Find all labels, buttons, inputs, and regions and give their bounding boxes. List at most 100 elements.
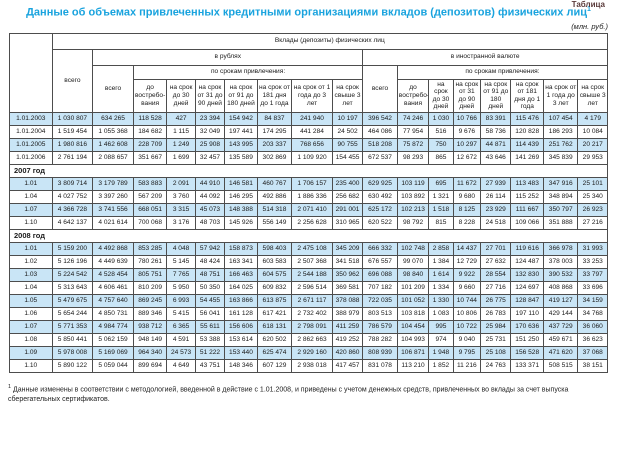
value-cell: 4 048 bbox=[166, 241, 196, 256]
value-cell: 26 783 bbox=[480, 306, 512, 321]
value-cell: 2 929 160 bbox=[291, 345, 333, 360]
value-cell: 1 030 bbox=[428, 111, 454, 126]
value-cell: 899 694 bbox=[132, 358, 168, 373]
value-cell: 2 732 402 bbox=[291, 306, 333, 321]
value-cell: 464 086 bbox=[362, 124, 398, 139]
value-cell: 780 261 bbox=[132, 254, 168, 269]
value-cell: 1 852 bbox=[428, 358, 454, 373]
value-cell: 103 119 bbox=[396, 176, 430, 191]
value-cell: 33 797 bbox=[577, 267, 608, 282]
value-cell: 115 476 bbox=[510, 111, 544, 126]
value-cell: 12 672 bbox=[452, 150, 482, 165]
table-row: 1.09 5 978 008 5 169 069 964 340 24 573 51 22… bbox=[9, 345, 608, 360]
value-cell: 598 403 bbox=[256, 241, 293, 256]
row-date: 1.01.2006 bbox=[9, 150, 53, 165]
value-cell: 256 682 bbox=[331, 189, 364, 204]
value-cell: 2 862 663 bbox=[291, 332, 333, 347]
value-cell: 3 741 556 bbox=[92, 202, 134, 217]
value-cell: 124 487 bbox=[510, 254, 544, 269]
value-cell: 700 068 bbox=[132, 215, 168, 230]
value-cell: 11 672 bbox=[452, 176, 482, 191]
value-cell: 625 474 bbox=[256, 345, 293, 360]
row-date: 1.04 bbox=[9, 189, 53, 204]
value-cell: 5 850 441 bbox=[51, 332, 94, 347]
value-cell: 676 557 bbox=[362, 254, 398, 269]
value-cell: 25 108 bbox=[480, 345, 512, 360]
value-cell: 350 962 bbox=[331, 267, 364, 282]
value-cell: 145 926 bbox=[224, 215, 258, 230]
value-cell: 164 025 bbox=[224, 280, 258, 295]
value-cell: 613 875 bbox=[256, 293, 293, 308]
header-fx-term-1-3y: на срок от 1 года до 3 лет bbox=[542, 78, 579, 113]
value-cell: 104 993 bbox=[396, 332, 430, 347]
value-cell: 1 462 608 bbox=[92, 137, 134, 152]
value-cell: 1 055 368 bbox=[92, 124, 134, 139]
value-cell: 4 606 461 bbox=[92, 280, 134, 295]
value-cell: 133 371 bbox=[510, 358, 544, 373]
value-cell: 429 144 bbox=[542, 306, 579, 321]
value-cell: 161 128 bbox=[224, 306, 258, 321]
value-cell: 11 216 bbox=[452, 358, 482, 373]
value-cell: 153 440 bbox=[224, 345, 258, 360]
page-title-text: Данные об объемах привлеченных кредитным… bbox=[26, 6, 587, 19]
value-cell: 2 071 410 bbox=[291, 202, 333, 217]
value-cell: 514 318 bbox=[256, 202, 293, 217]
value-cell: 1 249 bbox=[166, 137, 196, 152]
value-cell: 5 169 069 bbox=[92, 345, 134, 360]
value-cell: 603 583 bbox=[256, 254, 293, 269]
value-cell: 9 680 bbox=[452, 189, 482, 204]
value-cell: 45 073 bbox=[194, 202, 226, 217]
value-cell: 58 736 bbox=[480, 124, 512, 139]
value-cell: 114 439 bbox=[510, 137, 544, 152]
value-cell: 2 475 108 bbox=[291, 241, 333, 256]
value-cell: 492 886 bbox=[256, 189, 293, 204]
value-cell: 10 084 bbox=[577, 124, 608, 139]
value-cell: 74 246 bbox=[396, 111, 430, 126]
value-cell: 2 256 628 bbox=[291, 215, 333, 230]
value-cell: 143 995 bbox=[224, 137, 258, 152]
value-cell: 90 755 bbox=[331, 137, 364, 152]
value-cell: 831 078 bbox=[362, 358, 398, 373]
year-section-row: 2008 год bbox=[9, 228, 608, 243]
value-cell: 228 709 bbox=[132, 137, 168, 152]
value-cell: 75 872 bbox=[396, 137, 430, 152]
value-cell: 118 528 bbox=[132, 111, 168, 126]
value-cell: 115 252 bbox=[510, 189, 544, 204]
value-cell: 5 950 bbox=[166, 280, 196, 295]
value-cell: 556 149 bbox=[256, 215, 293, 230]
value-cell: 44 871 bbox=[480, 137, 512, 152]
header-fx-term-31-90d: на срок от 31 до 90 дней bbox=[452, 78, 482, 113]
value-cell: 151 250 bbox=[510, 332, 544, 347]
value-cell: 25 340 bbox=[577, 189, 608, 204]
value-cell: 26 775 bbox=[480, 293, 512, 308]
value-cell: 84 837 bbox=[256, 111, 293, 126]
header-group-rubles: в рублях bbox=[92, 48, 364, 66]
value-cell: 36 060 bbox=[577, 319, 608, 334]
value-cell: 103 892 bbox=[396, 189, 430, 204]
value-cell: 865 bbox=[428, 150, 454, 165]
table-row: 1.07 5 771 353 4 984 774 938 712 6 365 55 611… bbox=[9, 319, 608, 334]
value-cell: 345 209 bbox=[331, 241, 364, 256]
value-cell: 583 883 bbox=[132, 176, 168, 191]
value-cell: 158 873 bbox=[224, 241, 258, 256]
value-cell: 620 502 bbox=[256, 332, 293, 347]
value-cell: 24 502 bbox=[331, 124, 364, 139]
row-date: 1.01 bbox=[9, 176, 53, 191]
value-cell: 350 797 bbox=[542, 202, 579, 217]
value-cell: 853 285 bbox=[132, 241, 168, 256]
value-cell: 83 391 bbox=[480, 111, 512, 126]
table-row: 1.04 4 027 752 3 397 260 567 209 3 760 44 092… bbox=[9, 189, 608, 204]
header-rub-term-over-3y: на срок свыше 3 лет bbox=[331, 78, 364, 113]
value-cell: 1 321 bbox=[428, 189, 454, 204]
row-date: 1.09 bbox=[9, 345, 53, 360]
value-cell: 5 126 196 bbox=[51, 254, 94, 269]
value-cell: 696 088 bbox=[362, 267, 398, 282]
value-cell: 102 213 bbox=[396, 202, 430, 217]
header-rub-term-demand: до востребо- вания bbox=[132, 78, 168, 113]
value-cell: 26 114 bbox=[480, 189, 512, 204]
table-body: 1.01.2003 1 030 807 634 265 118 528 427 23 39… bbox=[9, 111, 608, 373]
value-cell: 25 908 bbox=[194, 137, 226, 152]
value-cell: 26 923 bbox=[577, 202, 608, 217]
value-cell: 7 765 bbox=[166, 267, 196, 282]
value-cell: 135 589 bbox=[224, 150, 258, 165]
